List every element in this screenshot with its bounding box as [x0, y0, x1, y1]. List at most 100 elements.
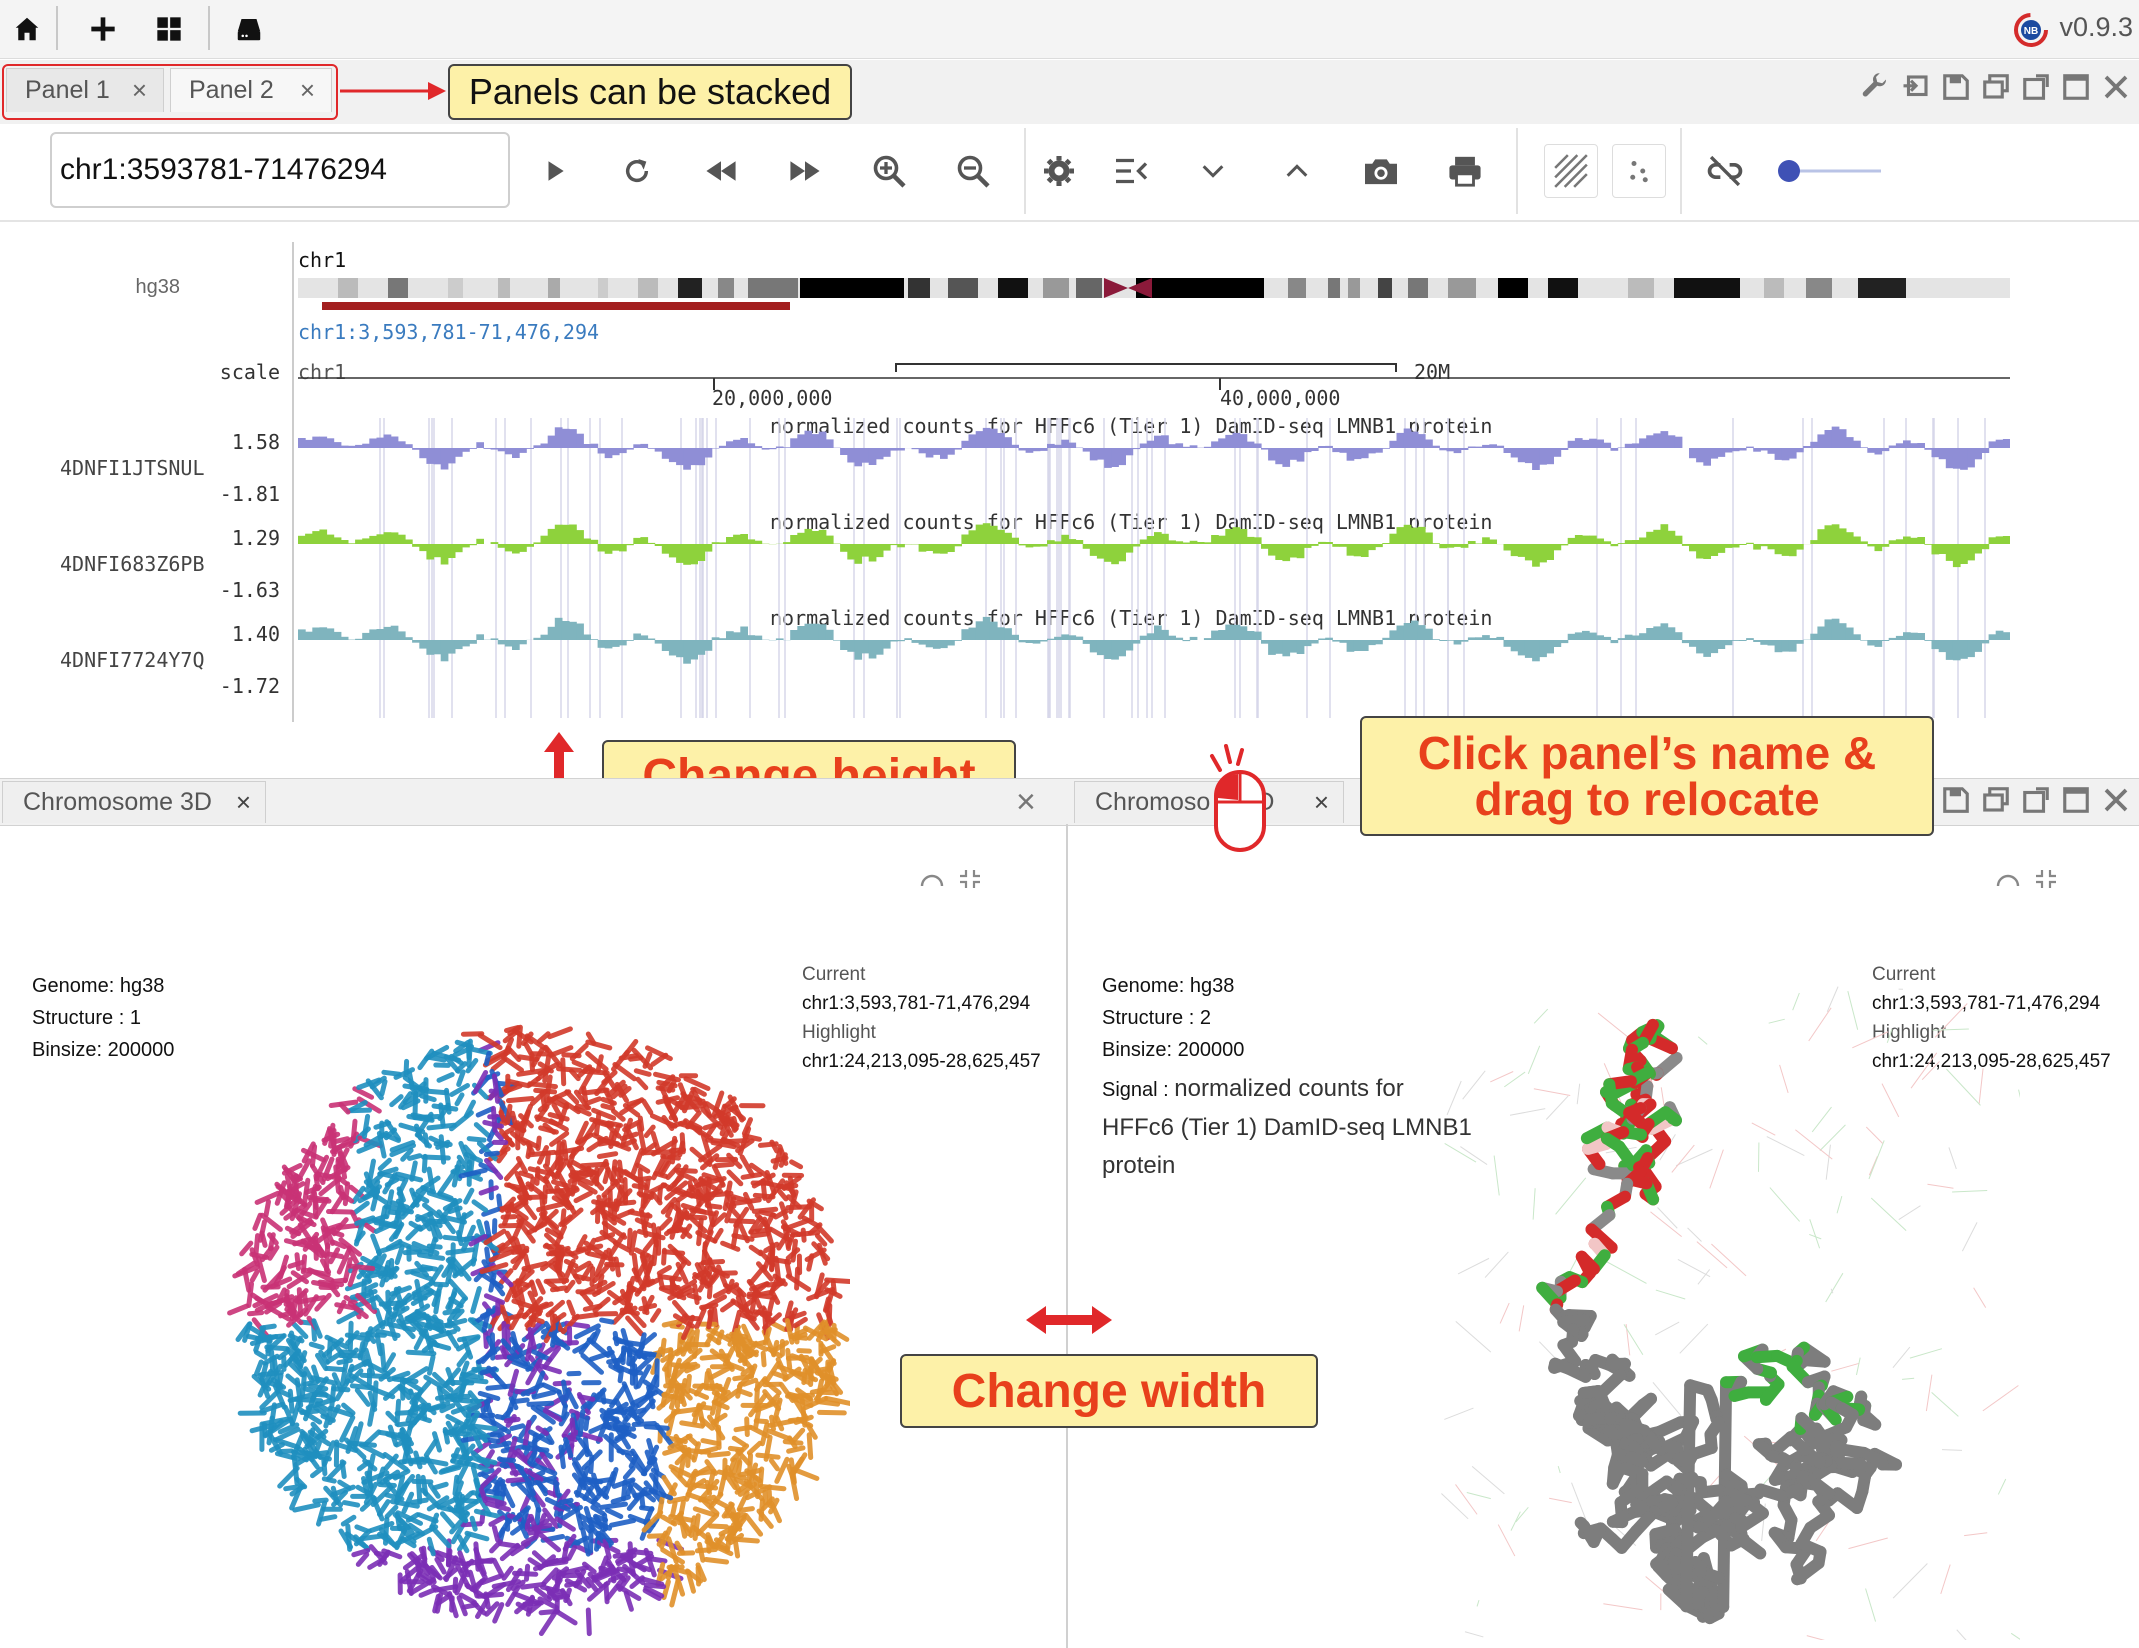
chevron-up-icon[interactable] [1272, 146, 1322, 196]
track-max: 1.40 [231, 622, 280, 646]
collapse-icon[interactable] [960, 870, 980, 888]
stack-icon[interactable] [1981, 785, 2011, 815]
track-max: 1.58 [231, 430, 280, 454]
close-icon[interactable] [2101, 72, 2131, 102]
tab-label: Panel 2 [189, 76, 274, 104]
panel-tab-row: Panel 1 × Panel 2 × Panels can be stacke… [0, 60, 2139, 125]
settings-icon[interactable] [1034, 146, 1084, 196]
structure-info-right: Genome: hg38 Structure : 2 Binsize: 2000… [1102, 970, 1244, 1066]
hatch-icon[interactable] [1544, 144, 1598, 198]
stacked-annotation: Panels can be stacked [448, 64, 852, 120]
slider-icon[interactable] [1770, 146, 1890, 196]
track-id: 4DNFI683Z6PB [60, 552, 205, 576]
save-icon[interactable] [1941, 72, 1971, 102]
tab-label: Panel 1 [25, 76, 110, 104]
region-info-right: Current chr1:3,593,781-71,476,294 Highli… [1872, 960, 2111, 1076]
zoom-in-icon[interactable] [864, 146, 914, 196]
plus-icon[interactable] [86, 12, 120, 46]
print-icon[interactable] [1440, 146, 1490, 196]
tabs-highlight-box [2, 64, 338, 120]
menu-collapse-icon[interactable] [1106, 146, 1156, 196]
close-icon[interactable]: × [1313, 787, 1329, 817]
highlight-label: Highlight [802, 1022, 876, 1043]
chromosome-ideogram[interactable] [298, 278, 2010, 314]
close-icon[interactable]: × [131, 75, 147, 105]
tab-panel-1[interactable]: Panel 1 × [6, 68, 164, 112]
genome-browser: hg38 chr1 chr1:3,593,781-71,476,294 scal… [0, 222, 2139, 782]
save-icon[interactable] [1941, 785, 1971, 815]
stack-icon[interactable] [1981, 72, 2011, 102]
signal-tracks[interactable] [298, 418, 2010, 718]
wrench-icon[interactable] [1861, 72, 1891, 102]
mouse-click-icon [1210, 744, 1266, 852]
relocate-line-1: Click panel’s name & [1417, 727, 1877, 779]
genome-text: Genome: hg38 [1102, 975, 1235, 997]
top-bar: NB v0.9.3 [0, 0, 2139, 59]
highlight-region: chr1:24,213,095-28,625,457 [1872, 1051, 2111, 1072]
track-id: 4DNFI1JTSNUL [60, 456, 205, 480]
browser-toolbar [0, 124, 2139, 222]
track-title: normalized counts for HFFc6 (Tier 1) Dam… [770, 414, 1493, 438]
panel-window-controls [1861, 72, 2131, 102]
scatter-icon[interactable] [1612, 144, 1666, 198]
arrow-right-icon [340, 82, 446, 100]
tab-chromosome-3d-1[interactable]: Chromosome 3D × [2, 781, 266, 823]
fast-forward-icon[interactable] [780, 146, 830, 196]
tab-chromosome-3d-2[interactable]: Chromoso D × [1074, 781, 1344, 823]
genome-text: Genome: hg38 [32, 975, 165, 997]
panel-divider[interactable] [1066, 824, 1068, 1648]
tab-panel-2[interactable]: Panel 2 × [170, 68, 332, 112]
zoom-out-icon[interactable] [948, 146, 998, 196]
app-version: v0.9.3 [2059, 12, 2133, 42]
genome-label: hg38 [135, 276, 181, 298]
close-icon[interactable] [2101, 785, 2131, 815]
grid-icon[interactable] [152, 12, 186, 46]
chromosome-3d-structure-left[interactable] [210, 1010, 850, 1640]
rewind-icon[interactable] [696, 146, 746, 196]
popout-icon[interactable] [2021, 72, 2051, 102]
panel-window-controls [1941, 785, 2131, 815]
close-icon[interactable]: × [1016, 783, 1036, 821]
track-title: normalized counts for HFFc6 (Tier 1) Dam… [770, 606, 1493, 630]
refresh-icon[interactable] [612, 146, 662, 196]
chevron-down-icon[interactable] [1188, 146, 1238, 196]
home-view-icon[interactable] [1996, 874, 2020, 887]
maximize-icon[interactable] [2061, 72, 2091, 102]
relocate-line-2: drag to relocate [1474, 773, 1820, 825]
pin-icon[interactable] [1901, 72, 1931, 102]
locus-input[interactable] [50, 132, 510, 208]
home-icon[interactable] [10, 12, 44, 46]
camera-icon[interactable] [1356, 146, 1406, 196]
close-icon[interactable]: × [299, 75, 315, 105]
change-width-annotation: Change width [900, 1354, 1318, 1428]
unlink-icon[interactable] [1700, 146, 1750, 196]
collapse-icon[interactable] [2036, 870, 2056, 888]
scale-ruler [298, 363, 2010, 390]
panel-view-controls [1996, 870, 2056, 888]
structure-text: Structure : 1 [32, 1007, 141, 1029]
home-view-icon[interactable] [920, 874, 944, 887]
binsize-text: Binsize: 200000 [1102, 1039, 1245, 1061]
chrom-label: chr1 [298, 248, 347, 272]
current-region: chr1:3,593,781-71,476,294 [802, 993, 1031, 1014]
track-min: -1.63 [219, 578, 280, 602]
current-label: Current [1872, 964, 1936, 985]
close-icon[interactable]: × [235, 787, 251, 817]
tick-label: 20,000,000 [712, 386, 833, 410]
binsize-text: Binsize: 200000 [32, 1039, 175, 1061]
panel-view-controls [920, 870, 980, 888]
track-id: 4DNFI7724Y7Q [60, 648, 205, 672]
signal-info: Signal : normalized counts for HFFc6 (Ti… [1102, 1070, 1522, 1185]
resize-vertical-icon [544, 732, 574, 816]
signal-text-1: normalized counts for [1174, 1075, 1404, 1102]
chromosome-3d-structure-right[interactable] [1440, 980, 2020, 1640]
track-max: 1.29 [231, 526, 280, 550]
region-info-left: Current chr1:3,593,781-71,476,294 Highli… [802, 960, 1041, 1076]
popout-icon[interactable] [2021, 785, 2051, 815]
track-title: normalized counts for HFFc6 (Tier 1) Dam… [770, 510, 1493, 534]
maximize-icon[interactable] [2061, 785, 2091, 815]
resize-horizontal-icon [1026, 1306, 1112, 1334]
tab-label: Chromosome 3D [23, 788, 212, 816]
server-icon[interactable] [232, 12, 266, 46]
play-icon[interactable] [530, 146, 580, 196]
